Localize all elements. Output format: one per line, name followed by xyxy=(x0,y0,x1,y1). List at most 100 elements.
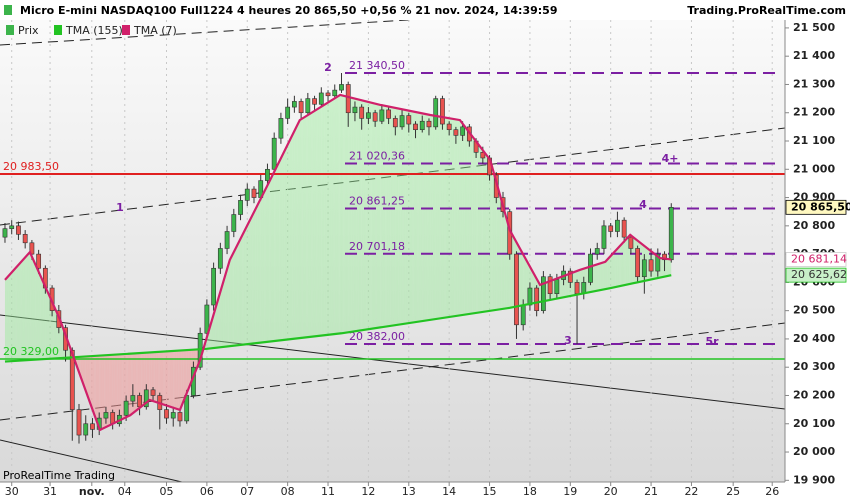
candle-body xyxy=(662,253,667,261)
ma-fill xyxy=(560,276,562,298)
ma-fill xyxy=(413,111,416,323)
candle-body xyxy=(143,389,149,408)
ma-fill xyxy=(460,121,463,316)
ma-fill xyxy=(259,198,261,343)
ma-fill xyxy=(38,271,41,360)
footer: ProRealTime Trading xyxy=(3,469,115,482)
candle-body xyxy=(150,389,156,396)
ma-fill xyxy=(331,99,334,335)
candle-body xyxy=(130,395,136,402)
ma-fill xyxy=(523,254,525,306)
ma-fill xyxy=(222,280,224,348)
y-tick-label: 20 200 xyxy=(793,388,835,401)
candle-body xyxy=(251,188,257,198)
ma-fill xyxy=(383,105,386,327)
ma-fill xyxy=(328,101,330,335)
ma-fill xyxy=(602,262,604,290)
candle-body xyxy=(22,234,28,244)
ma-fill xyxy=(6,276,9,362)
ma-fill xyxy=(403,109,406,324)
price-tag xyxy=(785,267,847,283)
candle-body xyxy=(285,106,291,119)
ma-fill xyxy=(361,100,364,331)
ma-fill xyxy=(53,305,56,359)
ma-fill xyxy=(15,266,17,361)
ma-fill xyxy=(450,118,453,317)
x-tick-label: 26 xyxy=(765,485,779,498)
candle-body xyxy=(621,219,627,238)
ma-fill xyxy=(620,243,623,286)
candle-body xyxy=(527,287,533,306)
ma-fill xyxy=(348,96,350,333)
ma-fill xyxy=(218,291,221,348)
ma-fill xyxy=(10,272,12,362)
ma-fill xyxy=(255,205,258,344)
ma-fill xyxy=(147,352,150,402)
ma-fill xyxy=(270,175,273,342)
ma-fill xyxy=(242,232,244,345)
ma-fill xyxy=(317,107,320,336)
candle-body xyxy=(547,276,553,294)
ma-fill xyxy=(174,350,177,409)
candle-body xyxy=(567,270,573,283)
ma-fill xyxy=(215,303,217,348)
ma-fill xyxy=(393,107,396,326)
ma-fill xyxy=(597,263,599,291)
ma-fill xyxy=(4,277,7,362)
candle-body xyxy=(36,253,42,269)
candle-body xyxy=(608,225,614,232)
ma-fill xyxy=(467,130,470,315)
ma-fill xyxy=(112,354,115,424)
ma-fill xyxy=(294,127,297,339)
ma-fill xyxy=(417,112,419,322)
legend-swatch xyxy=(54,25,62,35)
ma-fill xyxy=(33,260,36,360)
trend-line xyxy=(0,314,785,410)
ma-fill xyxy=(36,267,39,360)
x-tick-label: 08 xyxy=(281,485,295,498)
candle-body xyxy=(278,118,284,139)
ma-fill xyxy=(666,258,668,277)
ma-fill xyxy=(519,248,522,306)
candle-body xyxy=(217,248,223,269)
x-tick-label: 31 xyxy=(43,485,57,498)
ma-fill xyxy=(285,144,288,340)
ma-fill xyxy=(447,117,450,318)
ma-fill xyxy=(625,237,628,285)
source: Trading.ProRealTime.com xyxy=(687,4,846,17)
ma-fill xyxy=(110,354,113,425)
candle-body xyxy=(641,259,647,278)
ma-fill xyxy=(314,109,317,337)
ma-fill xyxy=(454,119,456,317)
ma-fill xyxy=(386,106,389,327)
ma-fill xyxy=(343,95,345,334)
ma-fill xyxy=(469,132,472,314)
level-label: 20 382,00 xyxy=(349,330,405,343)
ma-fill xyxy=(373,103,376,329)
ma-fill xyxy=(565,274,567,297)
ma-fill xyxy=(230,255,233,347)
ma-fill xyxy=(16,264,19,361)
ma-fill xyxy=(491,163,493,311)
ma-fill xyxy=(615,248,618,287)
candle-body xyxy=(359,106,365,119)
ma-fill xyxy=(225,269,228,347)
x-tick-label: 05 xyxy=(160,485,174,498)
ma-fill xyxy=(390,106,392,326)
ma-fill xyxy=(344,96,347,333)
ma-fill xyxy=(164,351,167,406)
ma-fill xyxy=(178,350,180,410)
x-tick-label: 12 xyxy=(361,485,375,498)
annotation: 4+ xyxy=(662,152,679,165)
level-label: 20 861,25 xyxy=(349,195,405,208)
ma-fill xyxy=(159,351,162,404)
ma-fill xyxy=(339,95,342,334)
ma-fill xyxy=(610,254,613,289)
ma-fill xyxy=(121,354,123,420)
candle-body xyxy=(399,115,405,128)
ma-fill xyxy=(395,107,398,326)
candle-body xyxy=(339,84,344,91)
ma-fill xyxy=(455,119,458,316)
y-tick-label: 20 300 xyxy=(793,360,835,373)
ma-fill xyxy=(265,185,268,343)
